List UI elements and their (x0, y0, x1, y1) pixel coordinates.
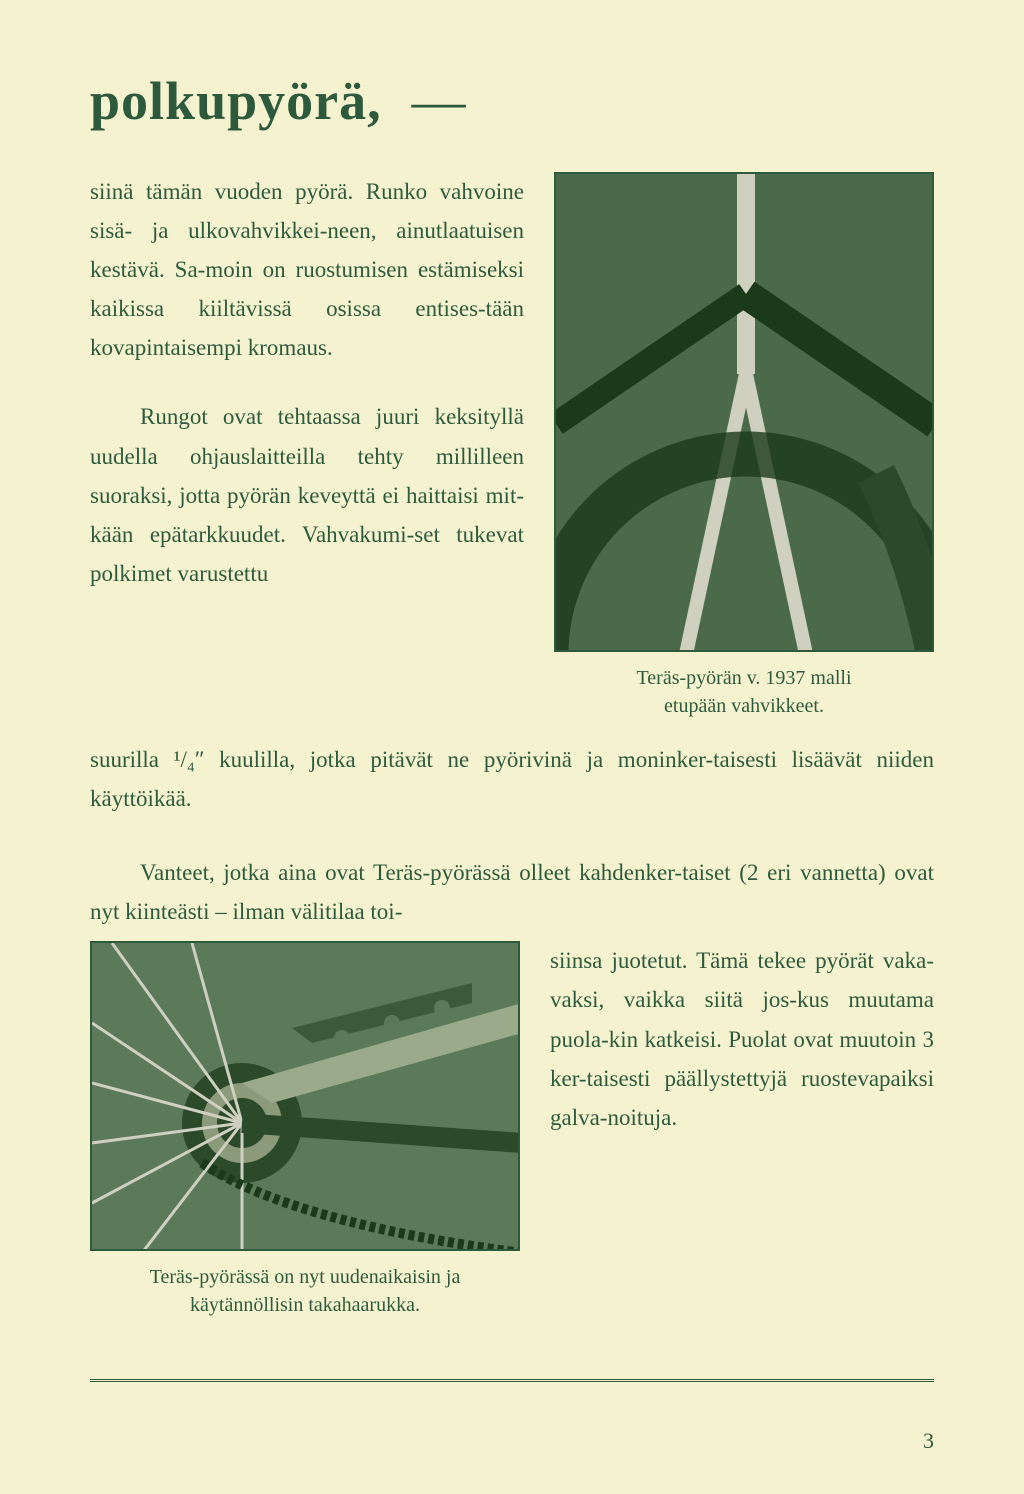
top-section: siinä tämän vuoden pyörä. Runko vahvoine… (90, 172, 934, 720)
paragraph-2: Rungot ovat tehtaassa juuri keksityllä u… (90, 397, 524, 592)
page-title: polkupyörä, — (90, 70, 934, 132)
bottom-section: Vanteet, jotka aina ovat Teräs-pyörässä … (90, 853, 934, 1329)
caption-line-2: etupään vahvikkeet. (664, 695, 824, 717)
bottom-wrap: Teräs-pyörässä on nyt uudenaikaisin ja k… (90, 941, 934, 1329)
section-divider (90, 1379, 934, 1382)
bicycle-front-fork-image (554, 172, 934, 652)
title-text: polkupyörä, (90, 70, 382, 132)
bike-rear-illustration (92, 943, 520, 1251)
left-column-text: siinä tämän vuoden pyörä. Runko vahvoine… (90, 172, 524, 720)
page-number: 3 (923, 1428, 934, 1454)
bottom-figure: Teräs-pyörässä on nyt uudenaikaisin ja k… (90, 941, 520, 1319)
bottom-caption-line-1: Teräs-pyörässä on nyt uudenaikaisin ja (150, 1266, 461, 1288)
bike-front-illustration (556, 174, 934, 652)
title-dash: — (412, 70, 467, 132)
bottom-caption-line-2: käytännöllisin takahaarukka. (190, 1294, 420, 1316)
caption-line-1: Teräs-pyörän v. 1937 malli (636, 667, 851, 689)
paragraph-2-continuation: suurilla ¹/₄″ kuulilla, jotka pitävät ne… (90, 740, 934, 818)
bottom-figure-caption: Teräs-pyörässä on nyt uudenaikaisin ja k… (90, 1263, 520, 1319)
bicycle-rear-hub-image (90, 941, 520, 1251)
paragraph-3-intro: Vanteet, jotka aina ovat Teräs-pyörässä … (90, 853, 934, 931)
top-figure-caption: Teräs-pyörän v. 1937 malli etupään vahvi… (554, 664, 934, 720)
top-figure: Teräs-pyörän v. 1937 malli etupään vahvi… (554, 172, 934, 720)
paragraph-1: siinä tämän vuoden pyörä. Runko vahvoine… (90, 172, 524, 367)
